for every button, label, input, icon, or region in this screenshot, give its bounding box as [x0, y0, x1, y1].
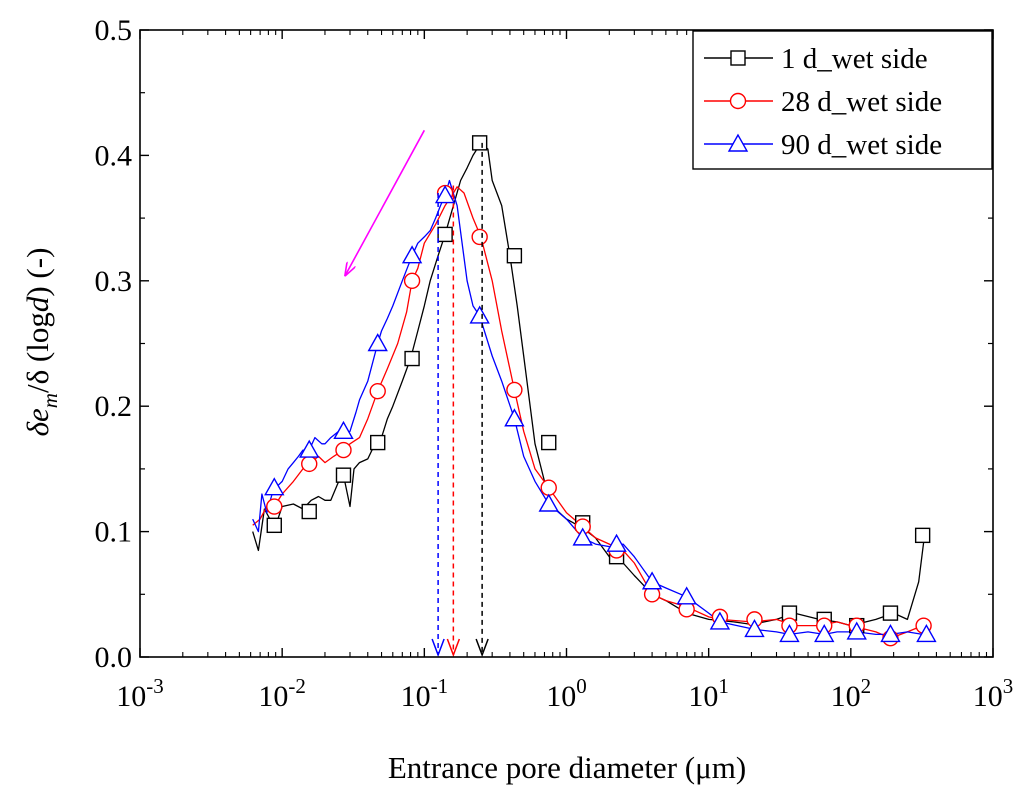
- y-tick-label: 0.2: [95, 390, 133, 423]
- series-2-point: [504, 408, 525, 427]
- marker-layer: [264, 135, 937, 647]
- series-0-point: [471, 135, 488, 151]
- series-2-point: [538, 493, 559, 512]
- series-1-point: [266, 498, 283, 515]
- annotation-layer: [346, 129, 489, 658]
- series-0-point: [335, 467, 352, 483]
- series-2-point: [880, 624, 901, 643]
- series-2-point: [401, 245, 423, 264]
- y-tick-label: 0.4: [95, 139, 133, 172]
- series-1-point: [335, 441, 352, 459]
- x-tick-label: 102: [831, 674, 872, 713]
- x-axis-title: Entrance pore diameter (μm): [388, 750, 746, 785]
- series-2-point: [434, 185, 456, 204]
- axes-layer: 0.0 0.1 0.2 0.3 0.4 0.5 10-3 10-2 10-1 100 101 102 1…: [95, 14, 1014, 713]
- series-1-point: [540, 479, 557, 496]
- series-1-point: [301, 455, 318, 473]
- legend-label: 90 d_wet side: [781, 129, 942, 161]
- x-tick-label: 10-2: [258, 674, 306, 713]
- y-title-d: d: [20, 296, 55, 312]
- y-tick-label: 0.0: [95, 641, 133, 674]
- series-0-point: [266, 517, 282, 534]
- series-2-point: [606, 533, 627, 552]
- series-2-point: [299, 439, 320, 458]
- series-2-point: [916, 624, 937, 643]
- series-0-point: [301, 503, 317, 520]
- series-0-point: [437, 226, 453, 243]
- series-2-point: [572, 527, 593, 546]
- series-2-point: [469, 305, 490, 324]
- y-tick-label: 0.5: [95, 14, 133, 47]
- y-tick-label: 0.1: [95, 516, 133, 549]
- trend-arrow: [346, 129, 426, 274]
- y-title-e: e: [20, 408, 55, 422]
- y-tick-label: 0.3: [95, 265, 133, 298]
- series-line-2: [252, 179, 929, 636]
- series-0-point: [914, 527, 931, 544]
- series-line-0: [252, 142, 926, 627]
- series-1-point: [471, 228, 488, 246]
- series-1-point: [506, 381, 523, 399]
- series-2-point: [264, 477, 285, 496]
- x-tick-label: 101: [688, 674, 729, 713]
- legend: 1 d_wet side 28 d_wet side 90 d_wet side: [692, 30, 993, 170]
- series-2-point: [744, 618, 765, 638]
- y-title-end: ) (-): [20, 248, 55, 297]
- series-2-point: [333, 420, 354, 439]
- series-2-point: [676, 586, 697, 605]
- series-1-point: [403, 272, 421, 289]
- legend-marker: [729, 92, 747, 110]
- series-2-point: [779, 624, 800, 643]
- series-1-point: [369, 382, 386, 400]
- x-tick-label: 10-1: [401, 674, 449, 713]
- x-tick-label: 103: [973, 674, 1014, 713]
- y-axis-title: δem/δ (logd) (-): [20, 248, 62, 437]
- legend-label: 28 d_wet side: [781, 86, 942, 118]
- series-2-point: [814, 624, 835, 643]
- x-tick-label: 10-3: [116, 674, 164, 713]
- drop-arrowhead: [431, 638, 445, 658]
- legend-marker: [727, 133, 749, 152]
- y-title-delta: δ: [20, 421, 55, 436]
- x-tick-label: 100: [546, 674, 587, 713]
- y-title-middle: /δ (log: [20, 312, 55, 393]
- series-0-point: [882, 605, 899, 621]
- series-0-point: [370, 434, 386, 451]
- series-2-point: [709, 611, 731, 630]
- drop-arrowhead: [446, 638, 461, 658]
- series-2-point: [367, 333, 388, 352]
- drop-arrowhead: [475, 638, 489, 658]
- series-layer: [252, 142, 929, 639]
- series-2-point: [641, 571, 663, 590]
- series-0-point: [506, 248, 523, 264]
- y-title-subscript-m: m: [38, 393, 62, 408]
- legend-marker: [730, 50, 746, 66]
- legend-label: 1 d_wet side: [781, 43, 928, 75]
- series-0-point: [541, 434, 557, 451]
- series-0-point: [404, 350, 420, 367]
- series-line-1: [252, 186, 927, 639]
- series-2-point: [846, 621, 867, 640]
